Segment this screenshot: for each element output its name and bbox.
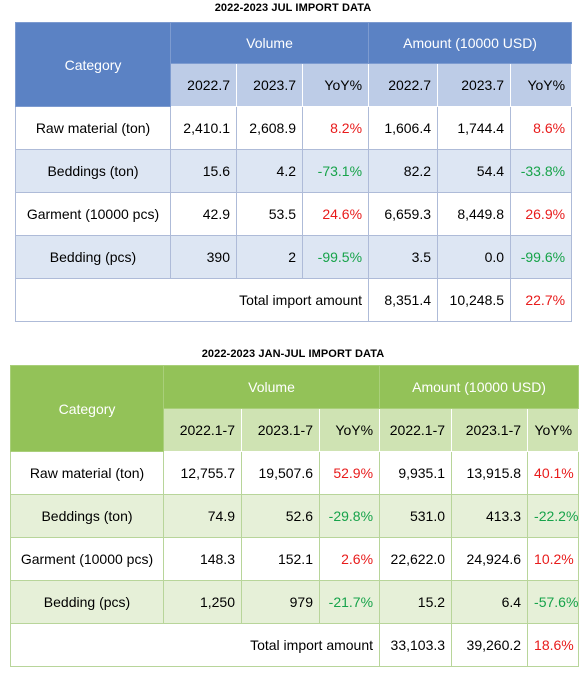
- cell-vol-yoy: -73.1%: [301, 149, 370, 193]
- cell-vol-yoy: 8.2%: [301, 106, 370, 150]
- cell-amt-curr: 24,924.6: [451, 537, 529, 581]
- jul-import-table: Category Volume Amount (10000 USD) 2022.…: [14, 22, 573, 322]
- row-category: Bedding (pcs): [10, 580, 164, 624]
- table-row: Garment (10000 pcs) 42.9 53.5 24.6% 6,65…: [15, 192, 573, 236]
- cell-vol-yoy: -29.8%: [318, 494, 381, 538]
- cell-amt-curr: 0.0: [437, 235, 512, 279]
- subheader-amt-prev: 2022.1-7: [379, 408, 453, 452]
- total-amt-prev: 33,103.3: [379, 623, 453, 667]
- cell-amt-yoy: -99.6%: [510, 235, 573, 279]
- cell-amt-yoy: 40.1%: [527, 451, 580, 495]
- subheader-vol-prev: 2022.7: [170, 63, 237, 107]
- total-amt-yoy: 18.6%: [527, 623, 580, 667]
- cell-amt-yoy: -33.8%: [510, 149, 573, 193]
- cell-amt-curr: 1,744.4: [437, 106, 512, 150]
- cell-amt-prev: 6,659.3: [368, 192, 439, 236]
- cell-vol-yoy: -99.5%: [301, 235, 370, 279]
- table-row: Beddings (ton) 74.9 52.6 -29.8% 531.0 41…: [10, 494, 580, 538]
- total-amt-prev: 8,351.4: [368, 278, 439, 322]
- cell-vol-curr: 979: [241, 580, 320, 624]
- subheader-vol-yoy: YoY%: [301, 63, 370, 107]
- cell-amt-prev: 15.2: [379, 580, 453, 624]
- cell-vol-curr: 52.6: [241, 494, 320, 538]
- cell-vol-curr: 53.5: [236, 192, 303, 236]
- total-row: Total import amount 33,103.3 39,260.2 18…: [9, 623, 580, 667]
- cell-amt-yoy: -22.2%: [527, 494, 580, 538]
- amount-header: Amount (10000 USD): [368, 22, 573, 64]
- cell-amt-yoy: 10.2%: [527, 537, 580, 581]
- amount-header: Amount (10000 USD): [379, 365, 580, 409]
- row-category: Garment (10000 pcs): [10, 537, 164, 581]
- table1-title: 2022-2023 JUL IMPORT DATA: [214, 2, 372, 14]
- subheader-amt-curr: 2023.1-7: [451, 408, 529, 452]
- cell-vol-yoy: 52.9%: [318, 451, 381, 495]
- cell-vol-curr: 2,608.9: [236, 106, 303, 150]
- cell-vol-prev: 15.6: [170, 149, 237, 193]
- cell-vol-curr: 2: [236, 235, 303, 279]
- row-category: Raw material (ton): [10, 451, 164, 495]
- subheader-amt-yoy: YoY%: [527, 408, 580, 452]
- row-category: Garment (10000 pcs): [15, 192, 171, 236]
- category-header: Category: [15, 22, 171, 107]
- total-amt-curr: 10,248.5: [437, 278, 512, 322]
- table-row: Garment (10000 pcs) 148.3 152.1 2.6% 22,…: [10, 537, 580, 581]
- total-amt-curr: 39,260.2: [451, 623, 529, 667]
- total-row: Total import amount 8,351.4 10,248.5 22.…: [14, 278, 573, 322]
- cell-vol-yoy: 24.6%: [301, 192, 370, 236]
- cell-amt-prev: 22,622.0: [379, 537, 453, 581]
- total-label: Total import amount: [9, 623, 381, 667]
- table-row: Raw material (ton) 2,410.1 2,608.9 8.2% …: [15, 106, 573, 150]
- subheader-vol-yoy: YoY%: [318, 408, 381, 452]
- cell-vol-curr: 152.1: [241, 537, 320, 581]
- subheader-amt-yoy: YoY%: [510, 63, 573, 107]
- total-label: Total import amount: [14, 278, 370, 322]
- subheader-amt-prev: 2022.7: [368, 63, 439, 107]
- subheader-amt-curr: 2023.7: [437, 63, 512, 107]
- table2-title: 2022-2023 JAN-JUL IMPORT DATA: [201, 348, 385, 360]
- category-header: Category: [10, 365, 164, 452]
- subheader-vol-curr: 2023.7: [236, 63, 303, 107]
- cell-amt-curr: 6.4: [451, 580, 529, 624]
- cell-vol-prev: 1,250: [163, 580, 242, 624]
- cell-amt-curr: 413.3: [451, 494, 529, 538]
- cell-vol-prev: 390: [170, 235, 237, 279]
- table-row: Bedding (pcs) 1,250 979 -21.7% 15.2 6.4 …: [10, 580, 580, 624]
- cell-amt-curr: 8,449.8: [437, 192, 512, 236]
- row-category: Raw material (ton): [15, 106, 171, 150]
- table-row: Bedding (pcs) 390 2 -99.5% 3.5 0.0 -99.6…: [15, 235, 573, 279]
- cell-vol-prev: 42.9: [170, 192, 237, 236]
- volume-header: Volume: [162, 365, 381, 409]
- jan-jul-import-table: Category Volume Amount (10000 USD) 2022.…: [9, 365, 580, 667]
- cell-amt-yoy: -57.6%: [527, 580, 580, 624]
- cell-vol-curr: 19,507.6: [241, 451, 320, 495]
- cell-amt-yoy: 26.9%: [510, 192, 573, 236]
- row-category: Beddings (ton): [10, 494, 164, 538]
- volume-header: Volume: [169, 22, 370, 64]
- cell-amt-prev: 1,606.4: [368, 106, 439, 150]
- cell-vol-prev: 74.9: [163, 494, 242, 538]
- row-category: Bedding (pcs): [15, 235, 171, 279]
- cell-amt-prev: 82.2: [368, 149, 439, 193]
- cell-vol-prev: 148.3: [163, 537, 242, 581]
- row-category: Beddings (ton): [15, 149, 171, 193]
- cell-vol-prev: 2,410.1: [170, 106, 237, 150]
- subheader-vol-prev: 2022.1-7: [163, 408, 242, 452]
- table-row: Raw material (ton) 12,755.7 19,507.6 52.…: [10, 451, 580, 495]
- cell-vol-prev: 12,755.7: [163, 451, 242, 495]
- cell-amt-curr: 54.4: [437, 149, 512, 193]
- cell-vol-yoy: 2.6%: [318, 537, 381, 581]
- cell-amt-curr: 13,915.8: [451, 451, 529, 495]
- cell-vol-curr: 4.2: [236, 149, 303, 193]
- cell-amt-prev: 3.5: [368, 235, 439, 279]
- subheader-vol-curr: 2023.1-7: [241, 408, 320, 452]
- table-row: Beddings (ton) 15.6 4.2 -73.1% 82.2 54.4…: [15, 149, 573, 193]
- cell-amt-prev: 531.0: [379, 494, 453, 538]
- cell-amt-yoy: 8.6%: [510, 106, 573, 150]
- cell-amt-prev: 9,935.1: [379, 451, 453, 495]
- total-amt-yoy: 22.7%: [510, 278, 573, 322]
- cell-vol-yoy: -21.7%: [318, 580, 381, 624]
